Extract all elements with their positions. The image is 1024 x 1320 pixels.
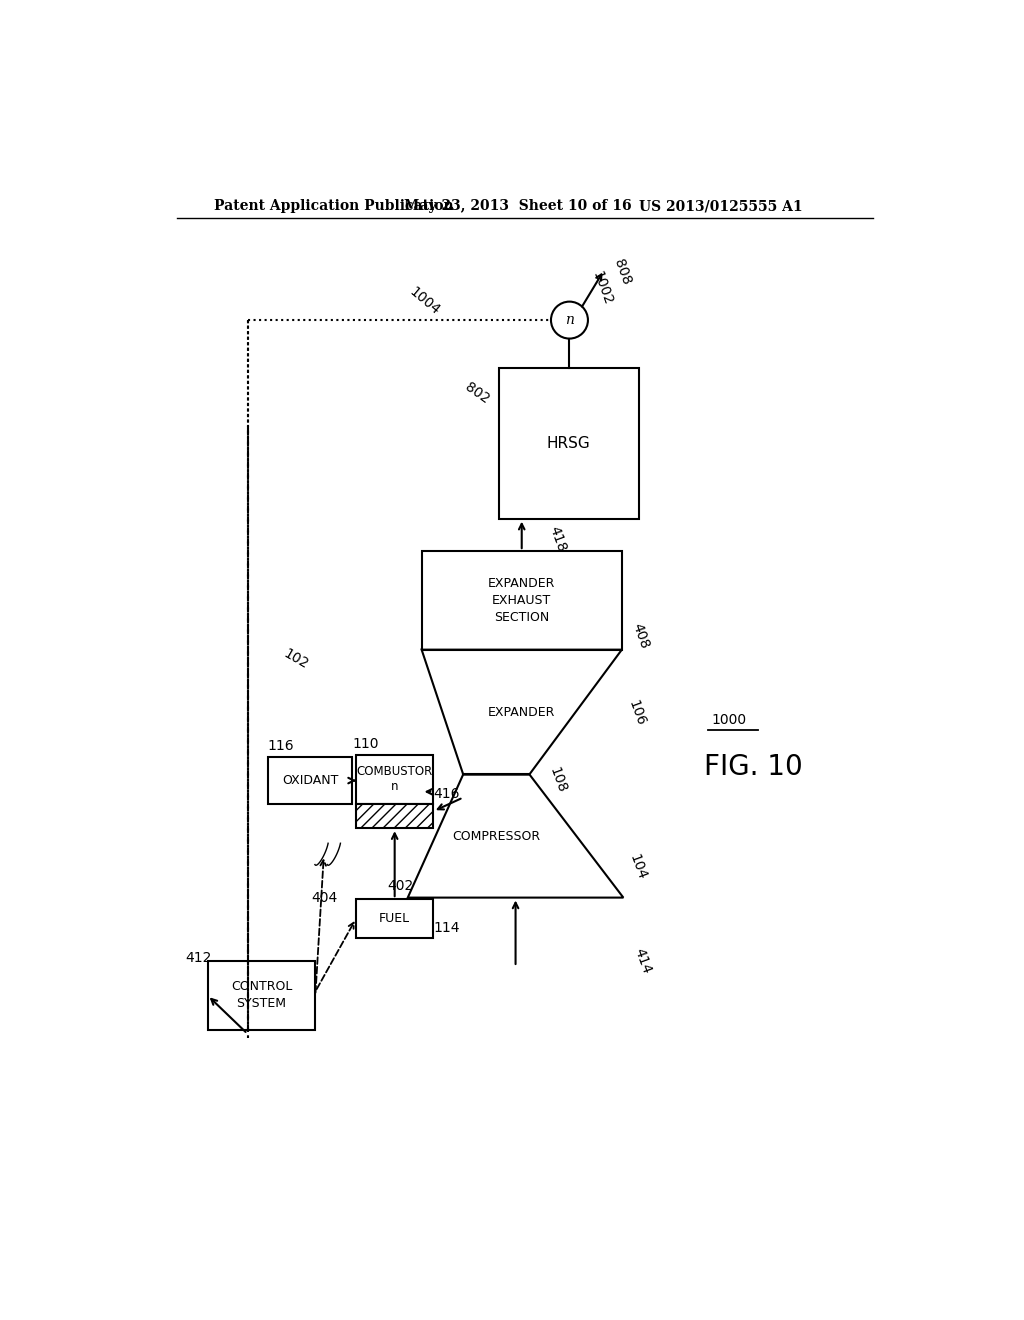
Text: 416: 416 xyxy=(433,787,460,801)
Text: Patent Application Publication: Patent Application Publication xyxy=(214,199,454,213)
Text: 404: 404 xyxy=(311,891,338,904)
Text: 1004: 1004 xyxy=(407,284,442,318)
Text: 1000: 1000 xyxy=(712,714,748,727)
Text: 412: 412 xyxy=(185,950,212,965)
Text: 114: 114 xyxy=(433,921,460,936)
Text: FUEL: FUEL xyxy=(379,912,411,925)
Bar xyxy=(499,368,639,519)
Text: OXIDANT: OXIDANT xyxy=(282,774,338,787)
Text: 110: 110 xyxy=(352,737,379,751)
Bar xyxy=(422,552,622,649)
Text: FIG. 10: FIG. 10 xyxy=(705,752,803,780)
Text: 402: 402 xyxy=(387,879,414,894)
Text: 116: 116 xyxy=(267,739,294,752)
Text: 418: 418 xyxy=(547,525,569,554)
Bar xyxy=(208,961,315,1030)
Text: 1002: 1002 xyxy=(589,269,614,306)
Text: 106: 106 xyxy=(626,698,648,727)
Text: COMPRESSOR: COMPRESSOR xyxy=(453,829,541,842)
Text: 414: 414 xyxy=(632,946,653,975)
Bar xyxy=(356,804,433,829)
Text: 408: 408 xyxy=(629,620,651,651)
Text: EXPANDER
EXHAUST
SECTION: EXPANDER EXHAUST SECTION xyxy=(488,577,555,624)
Bar xyxy=(267,758,352,804)
Text: 108: 108 xyxy=(547,766,569,796)
Bar xyxy=(356,755,433,804)
Text: May 23, 2013  Sheet 10 of 16: May 23, 2013 Sheet 10 of 16 xyxy=(403,199,632,213)
Text: US 2013/0125555 A1: US 2013/0125555 A1 xyxy=(639,199,803,213)
Text: COMBUSTOR
n: COMBUSTOR n xyxy=(356,766,433,793)
Bar xyxy=(356,899,433,937)
Text: EXPANDER: EXPANDER xyxy=(488,705,555,718)
Text: 802: 802 xyxy=(462,380,492,407)
Text: HRSG: HRSG xyxy=(547,436,591,451)
Text: 104: 104 xyxy=(626,851,648,882)
Text: CONTROL
SYSTEM: CONTROL SYSTEM xyxy=(230,981,292,1010)
Text: 808: 808 xyxy=(610,257,633,288)
Text: 102: 102 xyxy=(282,647,311,672)
Text: n: n xyxy=(565,313,573,327)
